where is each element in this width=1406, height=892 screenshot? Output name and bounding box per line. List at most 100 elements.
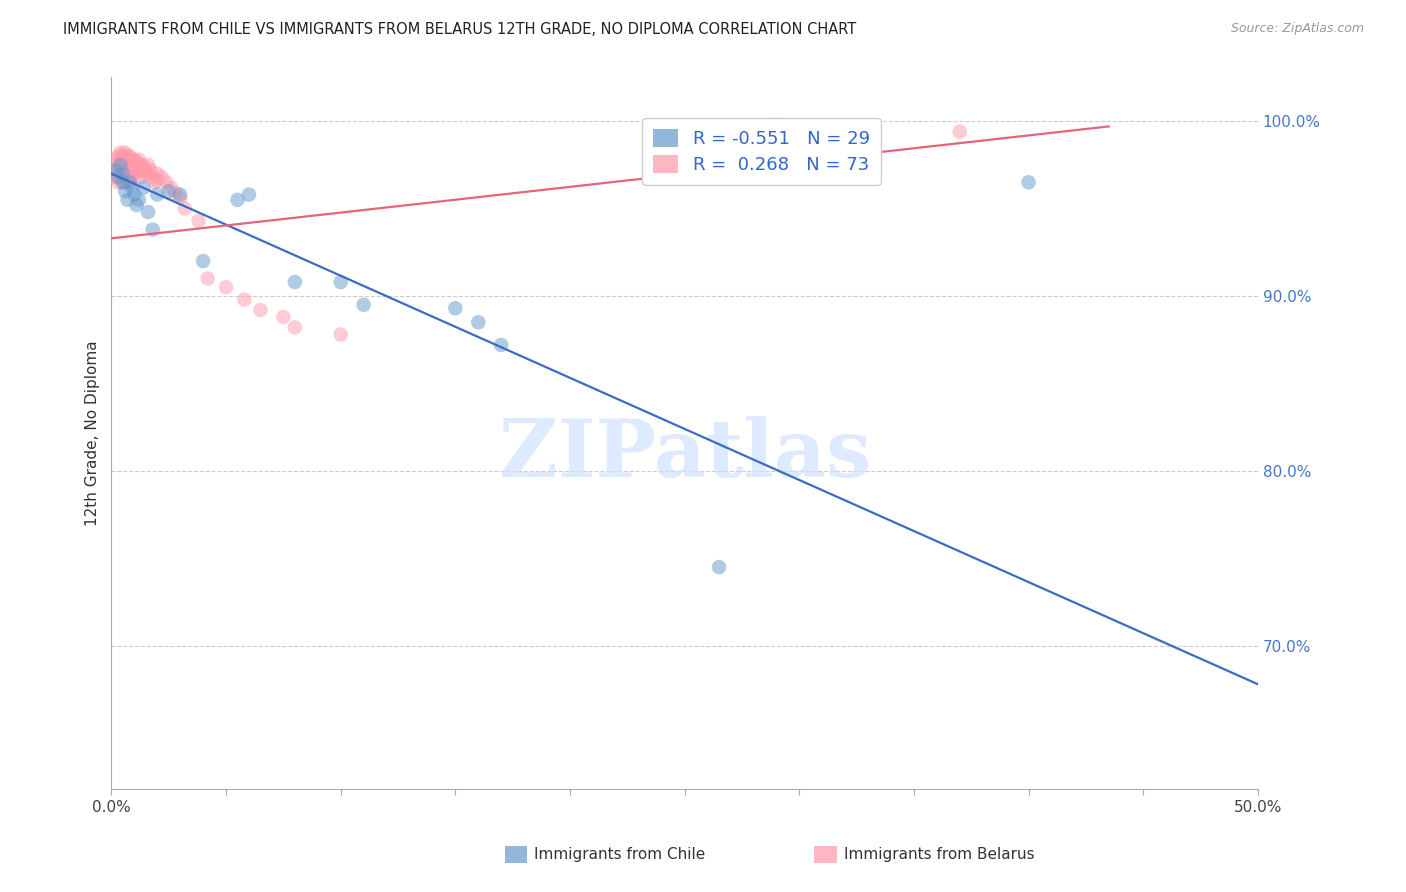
Point (284, 320, 307, 334)
Point (124, 158, 146, 172)
Point (124, 167, 146, 181)
Point (111, 175, 134, 189)
Point (1018, 175, 1040, 189)
Point (129, 170, 152, 185)
Point (117, 154, 139, 169)
Point (124, 187, 146, 202)
Point (146, 167, 169, 181)
Point (107, 163, 129, 178)
Point (215, 280, 238, 294)
Point (117, 161, 139, 176)
Point (114, 153, 136, 167)
Point (160, 180, 183, 194)
Point (110, 170, 132, 185)
Point (129, 158, 152, 172)
Point (110, 158, 132, 172)
Point (139, 163, 162, 178)
Point (125, 154, 148, 169)
Text: ZIPatlas: ZIPatlas (499, 416, 870, 493)
Point (114, 175, 136, 189)
Legend: R = -0.551   N = 29, R =  0.268   N = 73: R = -0.551 N = 29, R = 0.268 N = 73 (643, 119, 880, 185)
Point (136, 158, 159, 172)
Point (707, 560, 730, 574)
Point (467, 315, 489, 329)
Point (118, 154, 141, 169)
Point (353, 298, 375, 312)
Point (111, 158, 134, 172)
Point (125, 163, 148, 178)
Point (233, 293, 256, 307)
Point (249, 303, 271, 318)
Point (146, 173, 169, 187)
Point (284, 275, 307, 289)
Point (197, 271, 219, 285)
Point (143, 175, 166, 189)
Point (949, 125, 972, 139)
Point (155, 175, 177, 189)
Point (117, 170, 139, 185)
Point (125, 198, 148, 212)
Point (132, 160, 155, 174)
Point (146, 187, 169, 202)
Point (110, 145, 132, 160)
Point (107, 170, 129, 185)
Point (111, 175, 134, 189)
Point (107, 170, 129, 185)
Point (121, 170, 143, 185)
Point (191, 254, 214, 268)
Point (129, 163, 152, 178)
Point (111, 153, 134, 167)
Point (114, 167, 136, 181)
Point (107, 158, 129, 172)
Text: IMMIGRANTS FROM CHILE VS IMMIGRANTS FROM BELARUS 12TH GRADE, NO DIPLOMA CORRELAT: IMMIGRANTS FROM CHILE VS IMMIGRANTS FROM… (63, 22, 856, 37)
Point (132, 180, 155, 194)
Point (121, 163, 143, 178)
Point (238, 187, 260, 202)
Text: Immigrants from Chile: Immigrants from Chile (534, 847, 706, 862)
Point (157, 184, 180, 198)
Point (118, 167, 141, 181)
Point (165, 186, 187, 200)
Point (226, 193, 249, 207)
Point (107, 149, 129, 163)
Point (121, 158, 143, 172)
Point (169, 187, 191, 202)
Point (105, 163, 128, 178)
Point (114, 184, 136, 198)
Point (329, 327, 352, 342)
Point (128, 193, 150, 207)
Point (111, 149, 134, 163)
Point (110, 163, 132, 178)
Point (111, 167, 134, 181)
Point (173, 202, 195, 216)
Point (187, 214, 209, 228)
Point (136, 167, 159, 181)
Point (444, 301, 467, 316)
Text: Immigrants from Belarus: Immigrants from Belarus (844, 847, 1035, 862)
Point (124, 153, 146, 167)
Point (105, 163, 128, 178)
Point (135, 163, 157, 178)
Point (132, 167, 155, 181)
Point (121, 153, 143, 167)
Point (136, 205, 159, 219)
Point (489, 338, 512, 352)
Point (128, 153, 150, 167)
Point (169, 191, 191, 205)
Point (105, 153, 128, 167)
Point (121, 180, 143, 194)
Point (110, 153, 132, 167)
Point (273, 310, 295, 324)
Point (142, 170, 165, 185)
Point (329, 275, 352, 289)
Point (118, 149, 141, 163)
Point (117, 149, 139, 163)
Point (110, 158, 132, 172)
Point (114, 145, 136, 160)
Point (118, 175, 141, 189)
Point (118, 161, 141, 176)
Point (150, 170, 173, 185)
Point (114, 158, 136, 172)
Point (107, 175, 129, 189)
Point (142, 222, 165, 236)
